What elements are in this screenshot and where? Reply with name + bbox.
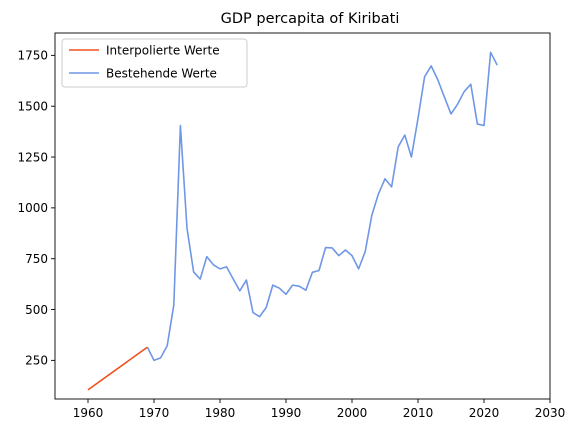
x-tick-label: 2010 bbox=[403, 406, 434, 420]
x-tick-label: 2000 bbox=[337, 406, 368, 420]
y-tick-label: 1750 bbox=[17, 49, 48, 63]
legend-label-interpolated: Interpolierte Werte bbox=[106, 44, 220, 58]
legend-label-existing: Bestehende Werte bbox=[106, 67, 217, 81]
chart-title: GDP percapita of Kiribati bbox=[221, 11, 400, 27]
x-tick-label: 2030 bbox=[535, 406, 566, 420]
y-axis: 250 500 750 1000 1250 1500 1750 bbox=[17, 49, 55, 368]
legend: Interpolierte Werte Bestehende Werte bbox=[61, 38, 248, 88]
y-tick-label: 250 bbox=[25, 354, 48, 368]
legend-box bbox=[61, 38, 248, 88]
x-axis: 1960 1970 1980 1990 2000 2010 2020 2030 bbox=[73, 399, 566, 420]
y-tick-label: 1000 bbox=[17, 201, 48, 215]
y-tick-label: 500 bbox=[25, 303, 48, 317]
x-tick-label: 1960 bbox=[73, 406, 104, 420]
plot-frame bbox=[54, 32, 551, 400]
series-line-existing bbox=[146, 51, 498, 362]
series-lines bbox=[87, 51, 498, 391]
y-tick-label: 1500 bbox=[17, 100, 48, 114]
x-tick-label: 2020 bbox=[469, 406, 500, 420]
x-tick-label: 1970 bbox=[139, 406, 170, 420]
x-tick-label: 1980 bbox=[205, 406, 236, 420]
y-tick-label: 1250 bbox=[17, 150, 48, 164]
series-line-interpolated bbox=[87, 346, 148, 391]
x-tick-label: 1990 bbox=[271, 406, 302, 420]
y-tick-label: 750 bbox=[25, 252, 48, 266]
